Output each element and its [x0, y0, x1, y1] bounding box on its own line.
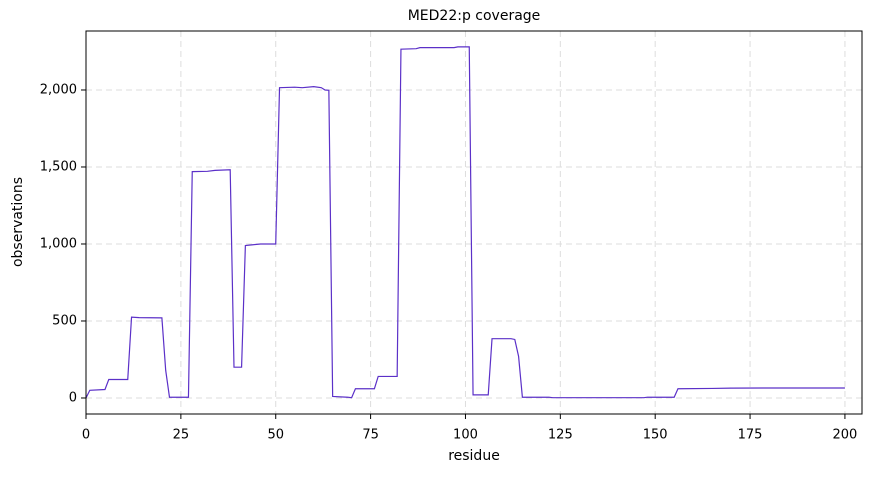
- x-tick-label: 200: [833, 428, 858, 443]
- x-tick-label: 75: [362, 428, 379, 443]
- x-tick-label: 25: [173, 428, 190, 443]
- y-tick-label: 0: [69, 390, 77, 405]
- x-tick-label: 175: [738, 428, 763, 443]
- y-tick-label: 500: [52, 313, 77, 328]
- plot-frame: [85, 30, 863, 415]
- y-tick-label: 2,000: [40, 82, 77, 97]
- y-axis-label: observations: [10, 177, 26, 267]
- data-line: [85, 46, 845, 399]
- y-tick-label: 1,000: [40, 236, 77, 251]
- x-tick-label: 0: [82, 428, 90, 443]
- x-axis-label: residue: [448, 448, 500, 464]
- chart-title: MED22:p coverage: [408, 8, 541, 24]
- x-tick-label: 150: [643, 428, 668, 443]
- x-tick-label: 50: [267, 428, 284, 443]
- x-tick-label: 125: [548, 428, 573, 443]
- x-tick-label: 100: [453, 428, 478, 443]
- y-tick-label: 1,500: [40, 159, 77, 174]
